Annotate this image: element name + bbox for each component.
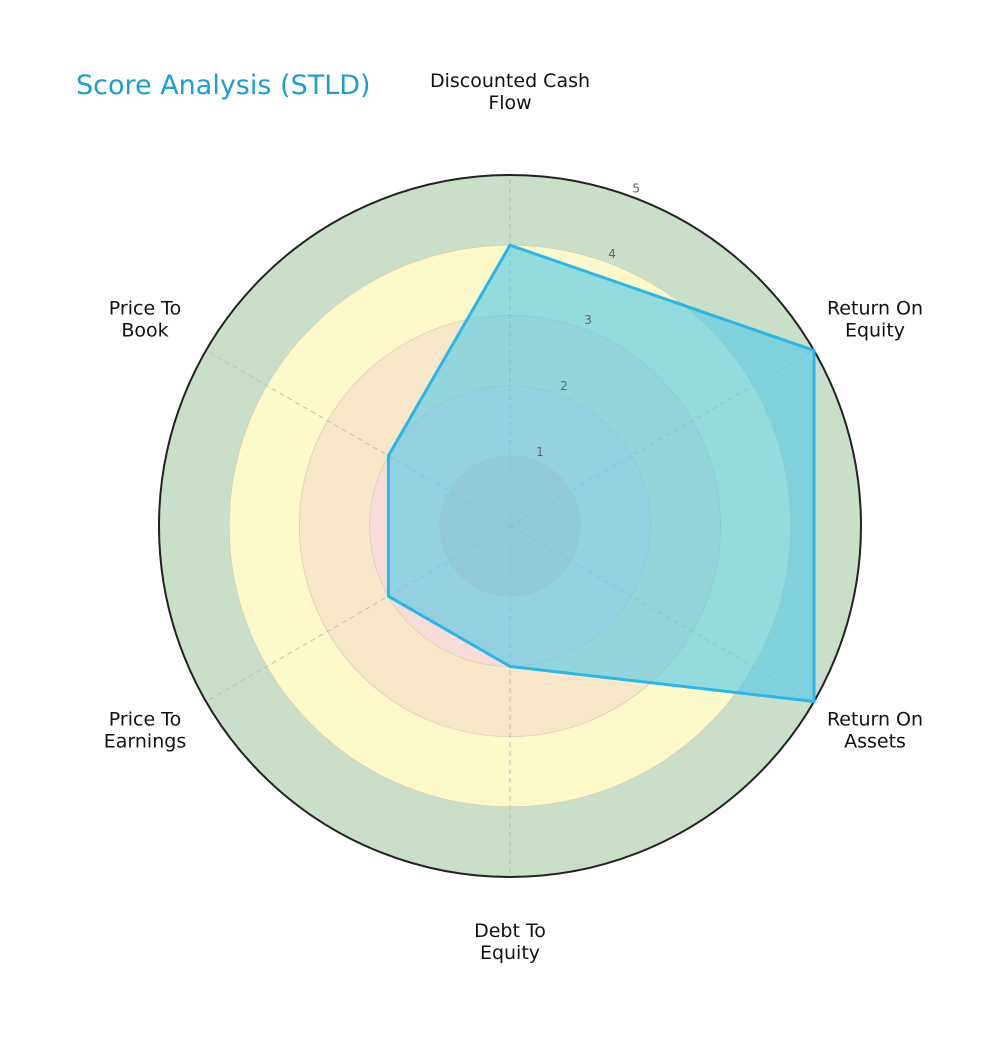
r-tick-label: 2	[560, 379, 568, 393]
axis-label: Equity	[845, 320, 905, 342]
r-tick-label: 1	[536, 445, 544, 459]
axis-label: Flow	[488, 92, 531, 114]
outer-circle	[158, 174, 862, 878]
axis-label: Book	[121, 320, 168, 342]
axis-label: Price To	[109, 298, 181, 320]
axis-label: Return On	[827, 298, 923, 320]
series-polygon	[386, 243, 816, 704]
r-tick-label: 4	[608, 247, 616, 261]
axis-label: Discounted Cash	[430, 70, 590, 92]
axis-label: Debt To	[474, 920, 546, 942]
r-tick-label: 5	[632, 181, 640, 195]
axis-label: Earnings	[104, 731, 186, 753]
chart-title: Score Analysis (STLD)	[76, 70, 371, 101]
axis-label: Price To	[109, 709, 181, 731]
r-tick-label: 3	[584, 313, 592, 327]
axis-label: Assets	[844, 731, 906, 753]
axis-label: Equity	[480, 942, 540, 964]
axis-label: Return On	[827, 709, 923, 731]
